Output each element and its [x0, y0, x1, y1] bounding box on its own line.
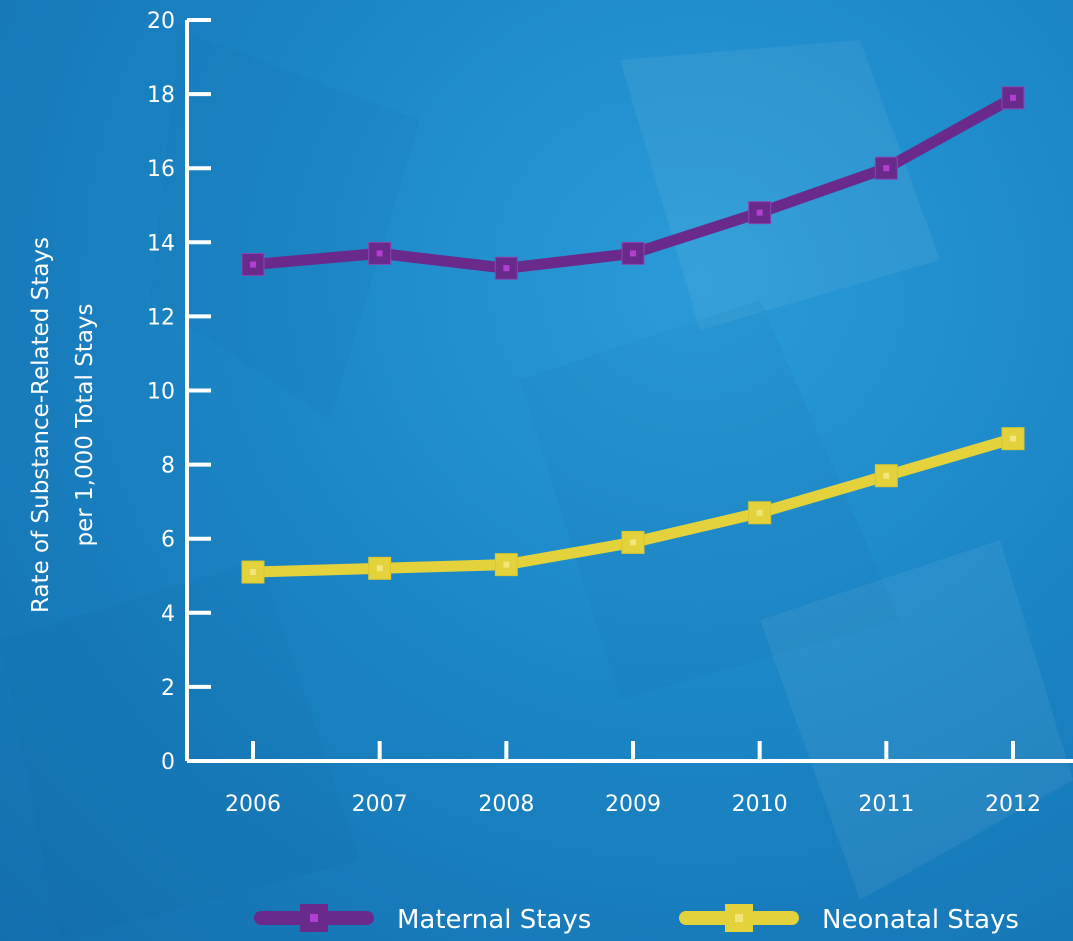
legend: Maternal Stays Neonatal Stays: [254, 904, 1019, 935]
y-tick-label: 6: [161, 528, 175, 553]
y-axis-label-line-1: Rate of Substance-Related Stays: [28, 237, 54, 613]
y-tick-label: 2: [161, 676, 175, 701]
y-tick-label: 12: [147, 305, 175, 330]
x-tick-label: 2009: [605, 792, 661, 817]
background-shape: [150, 30, 420, 420]
neonatal-stays-point-center: [630, 539, 636, 546]
maternal-stays-legend-label: Maternal Stays: [397, 905, 591, 935]
neonatal-stays-point-center: [376, 565, 383, 572]
series-layer: [241, 86, 1025, 584]
y-tick-label: 8: [161, 454, 175, 479]
maternal-stays-legend-marker-center: [310, 914, 318, 922]
neonatal-stays-legend-label: Neonatal Stays: [822, 905, 1019, 935]
neonatal-stays-point-center: [1010, 435, 1016, 442]
y-tick-label: 4: [161, 602, 175, 627]
y-tick-label: 20: [147, 9, 175, 34]
neonatal-stays-point-center: [883, 472, 890, 479]
neonatal-stays-point-center: [756, 509, 763, 516]
y-axis-label-line-2: per 1,000 Total Stays: [72, 303, 98, 546]
y-tick-label: 14: [147, 231, 175, 256]
y-tick-label: 10: [147, 380, 175, 405]
background-shape: [520, 300, 900, 700]
maternal-stays-point-center: [503, 265, 510, 272]
maternal-stays-point-center: [1010, 94, 1016, 101]
maternal-stays-point-center: [883, 165, 890, 172]
maternal-stays-point-center: [630, 250, 636, 257]
x-tick-label: 2010: [732, 792, 788, 817]
maternal-stays-point-center: [756, 209, 763, 216]
axes: 0 2 4 6 8 10 12 14 16 18 20 2006 2007 2008 2009 2010 201…: [147, 9, 1073, 817]
background-shape: [620, 40, 940, 330]
y-tick-label: 0: [161, 750, 175, 775]
maternal-stays-point-center: [250, 261, 256, 268]
background-texture: [0, 30, 1073, 941]
maternal-stays-point-center: [376, 250, 383, 257]
background-shape: [760, 540, 1073, 900]
x-tick-label: 2008: [478, 792, 534, 817]
x-tick-label: 2007: [352, 792, 408, 817]
y-tick-label: 16: [147, 157, 175, 182]
neonatal-stays-point-center: [503, 561, 510, 568]
background-shape: [0, 560, 360, 941]
neonatal-stays-point-center: [250, 569, 256, 576]
x-tick-label: 2006: [225, 792, 281, 817]
neonatal-stays-legend-marker-center: [735, 914, 743, 922]
x-tick-label: 2011: [858, 792, 914, 817]
y-tick-label: 18: [147, 83, 175, 108]
x-tick-label: 2012: [985, 792, 1041, 817]
